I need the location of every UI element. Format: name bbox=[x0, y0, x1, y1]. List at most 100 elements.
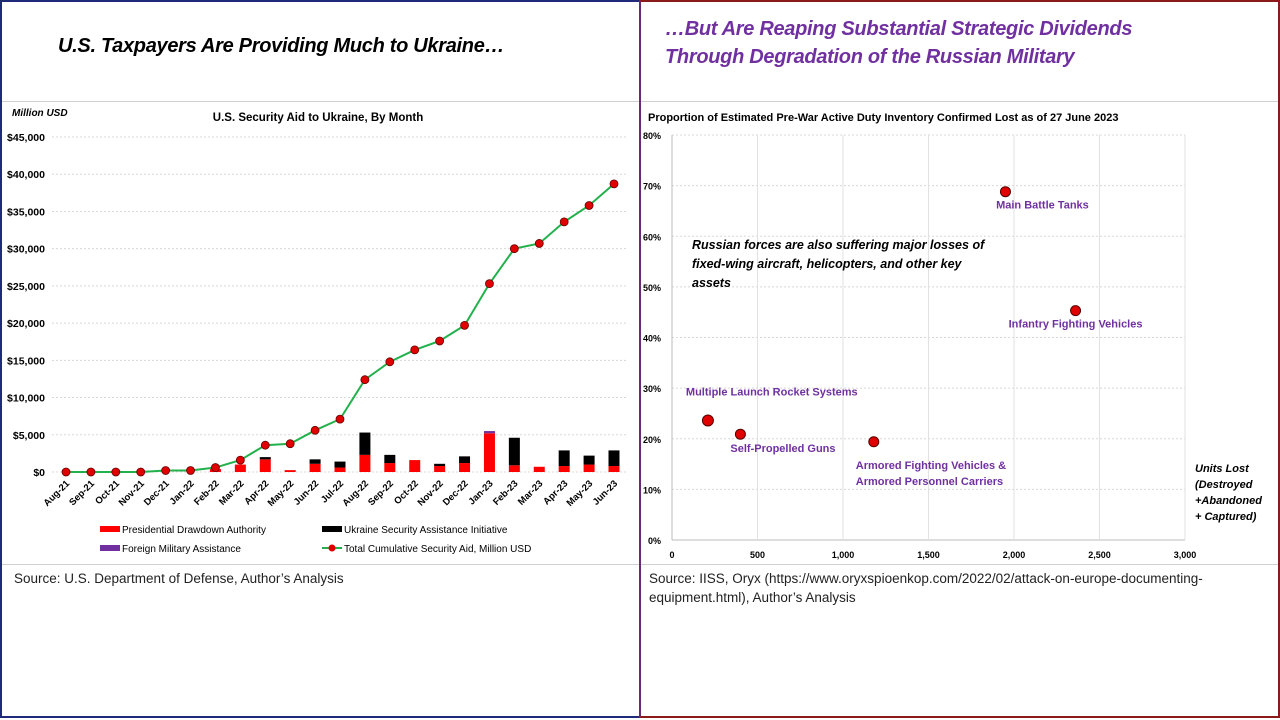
x-tick-label: Mar-23 bbox=[516, 478, 545, 507]
bar-pda bbox=[508, 465, 520, 472]
cumulative-marker bbox=[534, 239, 544, 248]
cumulative-marker bbox=[310, 425, 320, 435]
point-label: Multiple Launch Rocket Systems bbox=[686, 387, 858, 399]
bar-pda bbox=[483, 433, 495, 472]
y-tick-label: 80% bbox=[643, 131, 661, 141]
x-tick-label: 3,000 bbox=[1174, 550, 1197, 560]
right-header-line2: Through Degradation of the Russian Milit… bbox=[665, 46, 1075, 68]
bar-usai bbox=[508, 437, 520, 466]
cumulative-marker bbox=[435, 336, 445, 346]
y-tick-label: $30,000 bbox=[7, 244, 45, 256]
scatter-point bbox=[868, 436, 880, 448]
bar-usai bbox=[334, 461, 346, 468]
cumulative-marker bbox=[285, 439, 295, 449]
cumulative-marker bbox=[260, 440, 270, 450]
bar-usai bbox=[558, 450, 570, 467]
bar-pda bbox=[409, 460, 421, 472]
scatter-point bbox=[734, 428, 746, 440]
x-tick-label: Sep-21 bbox=[67, 478, 97, 508]
x-tick-label: 0 bbox=[669, 550, 674, 560]
x-tick-label: Jun-23 bbox=[591, 478, 620, 507]
cumulative-marker bbox=[460, 320, 469, 330]
left-source: Source: U.S. Department of Defense, Auth… bbox=[14, 571, 344, 586]
y-axis-label: Million USD bbox=[12, 108, 68, 119]
bar-pda bbox=[459, 463, 471, 472]
bar-pda bbox=[259, 459, 271, 472]
legend-label: Presidential Drawdown Authority bbox=[122, 525, 266, 536]
right-header-title: …But Are Reaping Substantial Strategic D… bbox=[665, 15, 1132, 71]
annotation-text: fixed-wing aircraft, helicopters, and ot… bbox=[692, 257, 963, 271]
bar-fma bbox=[483, 431, 495, 434]
x-tick-label: Mar-22 bbox=[217, 478, 246, 507]
cumulative-marker bbox=[186, 466, 195, 475]
x-tick-label: Jun-22 bbox=[292, 478, 321, 507]
cumulative-marker bbox=[161, 466, 171, 475]
x-tick-label: Aug-21 bbox=[42, 478, 73, 509]
y-tick-label: $35,000 bbox=[7, 206, 45, 218]
y-tick-label: $45,000 bbox=[7, 132, 45, 144]
bar-usai bbox=[259, 457, 271, 460]
cumulative-marker bbox=[111, 467, 121, 477]
bar-usai bbox=[384, 454, 396, 464]
y-tick-label: $15,000 bbox=[7, 355, 45, 367]
point-label: Armored Fighting Vehicles & bbox=[856, 460, 1006, 472]
y-tick-label: 10% bbox=[643, 485, 661, 495]
bar-usai bbox=[309, 459, 321, 464]
x-tick-label: Nov-21 bbox=[117, 478, 148, 509]
y-tick-label: $40,000 bbox=[7, 169, 45, 181]
y-tick-label: 40% bbox=[643, 334, 661, 344]
cumulative-marker bbox=[61, 467, 71, 477]
y-tick-label: $20,000 bbox=[7, 318, 45, 330]
y-tick-label: 60% bbox=[643, 232, 661, 242]
cumulative-marker bbox=[211, 463, 220, 472]
cumulative-marker bbox=[609, 179, 619, 189]
cumulative-marker bbox=[385, 357, 395, 367]
legend-swatch bbox=[322, 526, 342, 532]
bar-pda bbox=[558, 466, 570, 472]
y-tick-label: 20% bbox=[643, 435, 661, 445]
legend-swatch bbox=[100, 526, 120, 532]
divider bbox=[641, 564, 1278, 565]
bar-pda bbox=[583, 464, 595, 472]
cumulative-marker bbox=[86, 467, 96, 477]
y-tick-label: $5,000 bbox=[13, 430, 45, 442]
x-tick-label: Sep-22 bbox=[366, 478, 396, 508]
y-tick-label: $10,000 bbox=[7, 393, 45, 405]
chart-title: Proportion of Estimated Pre-War Active D… bbox=[648, 112, 1118, 124]
cumulative-marker bbox=[335, 414, 345, 424]
cumulative-marker bbox=[235, 455, 245, 465]
bar-pda bbox=[234, 464, 246, 472]
x-tick-label: Nov-22 bbox=[416, 478, 446, 508]
right-panel: …But Are Reaping Substantial Strategic D… bbox=[639, 0, 1280, 718]
cumulative-line bbox=[66, 183, 615, 473]
legend-label: Foreign Military Assistance bbox=[122, 544, 241, 555]
x-tick-label: May-22 bbox=[266, 478, 297, 509]
point-label: Main Battle Tanks bbox=[996, 200, 1089, 212]
point-label: Self-Propelled Guns bbox=[730, 443, 835, 455]
legend-swatch-marker bbox=[328, 544, 336, 552]
bar-pda bbox=[384, 463, 396, 472]
y-tick-label: $0 bbox=[33, 467, 45, 479]
x-axis-label: Units Lost bbox=[1195, 463, 1250, 475]
legend-label: Ukraine Security Assistance Initiative bbox=[344, 525, 508, 536]
right-header: …But Are Reaping Substantial Strategic D… bbox=[641, 2, 1278, 102]
cumulative-marker bbox=[584, 201, 594, 210]
scatter-point bbox=[1070, 305, 1082, 317]
divider bbox=[2, 564, 639, 565]
x-tick-label: 1,500 bbox=[917, 550, 940, 560]
y-tick-label: 0% bbox=[648, 536, 661, 546]
right-source: Source: IISS, Oryx (https://www.oryxspio… bbox=[649, 571, 1203, 605]
bar-pda bbox=[309, 463, 321, 472]
bar-pda bbox=[334, 467, 346, 472]
bar-usai bbox=[434, 463, 446, 467]
x-tick-label: 500 bbox=[750, 550, 765, 560]
x-tick-label: Feb-23 bbox=[491, 478, 520, 507]
x-axis-label: (Destroyed bbox=[1195, 479, 1253, 491]
bar-usai bbox=[359, 432, 371, 455]
x-tick-label: 1,000 bbox=[832, 550, 855, 560]
point-label: Armored Personnel Carriers bbox=[856, 476, 1003, 488]
bar-usai bbox=[583, 455, 595, 465]
x-tick-label: Feb-22 bbox=[192, 478, 221, 507]
y-tick-label: $25,000 bbox=[7, 281, 45, 293]
